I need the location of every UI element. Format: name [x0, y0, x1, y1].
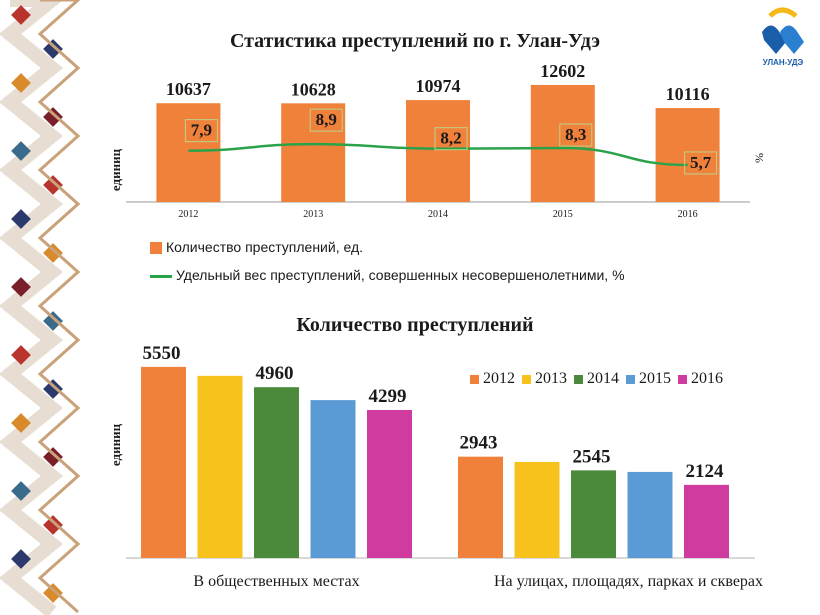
line-value-box	[559, 123, 593, 147]
chart-1-legend-bars: Количество преступлений, ед.	[150, 239, 363, 255]
bar-2012	[458, 456, 503, 558]
chart-2: единиц 5550 4960 4299 В общественных местах…	[108, 345, 763, 590]
bar-2013	[197, 375, 243, 558]
legend-swatch	[470, 374, 479, 384]
ornament-band	[0, 0, 64, 615]
chart-1-title: Статистика преступлений по г. Улан-Удэ	[229, 30, 601, 52]
legend-label-line: Удельный вес преступлений, совершенных н…	[176, 267, 625, 283]
bar-value-label: 10628	[291, 79, 336, 99]
chart-2-title: Количество преступлений	[296, 314, 534, 336]
bar-2012	[141, 366, 186, 558]
bar-value-label: 5550	[143, 345, 181, 364]
ornament-diamond	[11, 5, 31, 25]
x-tick-label: 2016	[678, 209, 698, 220]
bar-2016	[655, 108, 720, 202]
bar-2013	[514, 461, 560, 558]
x-tick-label: 2015	[553, 209, 573, 220]
bar-value-label: 2943	[460, 433, 498, 454]
ornament-diamond	[43, 447, 63, 467]
bar-value-label: 10974	[416, 76, 461, 96]
side-ornament	[0, 0, 80, 615]
bar-value-label: 10637	[166, 79, 211, 99]
legend-label: 2015	[639, 370, 671, 387]
ornament-diamond	[43, 379, 63, 399]
line-series	[188, 142, 688, 167]
chart-2-y-axis-label: единиц	[108, 423, 123, 466]
ornament-diamond	[43, 311, 63, 331]
x-category-label: В общественных местах	[193, 573, 359, 590]
legend-label: 2016	[691, 370, 723, 387]
ornament-diamond	[11, 277, 31, 297]
bar-2013	[281, 103, 346, 202]
legend-swatch	[574, 374, 583, 384]
bar-value-label: 2124	[686, 461, 725, 482]
legend-swatch-line	[150, 274, 172, 278]
bar-2015	[310, 400, 356, 558]
x-tick-label: 2013	[303, 209, 323, 220]
legend-swatch	[678, 374, 687, 384]
x-tick-label: 2014	[428, 209, 448, 220]
bar-2012	[156, 103, 221, 202]
ulan-ude-logo-icon	[762, 7, 804, 54]
bar-2016	[684, 484, 729, 558]
bar-value-label: 4299	[369, 386, 407, 407]
x-category-label: На улицах, площадях, парках и скверах	[494, 573, 763, 590]
bar-2015	[627, 471, 673, 558]
legend-item-2013: 2013	[522, 370, 567, 388]
legend-swatch	[626, 374, 635, 384]
bar-2014	[406, 100, 470, 202]
legend-swatch	[522, 374, 531, 384]
chart-1: единиц % 10637 2012 7,9 10628 2013 8,9 10974 20…	[108, 61, 766, 220]
line-value-label: 8,9	[316, 110, 337, 129]
bar-2015	[530, 84, 595, 202]
legend-item-2012: 2012	[470, 370, 515, 388]
x-tick-label: 2012	[178, 209, 198, 220]
line-value-label: 8,3	[565, 125, 586, 144]
legend-swatch-bars	[150, 242, 162, 255]
chart-1-legend-line: Удельный вес преступлений, совершенных н…	[150, 267, 625, 283]
chart-2-legend: 2012 2013 2014 2015 2016	[470, 370, 730, 388]
bar-value-label: 10116	[666, 84, 710, 104]
ornament-diamond	[43, 107, 63, 127]
legend-item-2014: 2014	[574, 370, 619, 388]
bar-2014	[571, 470, 616, 558]
bar-value-label: 4960	[256, 363, 294, 384]
bar-value-label: 12602	[540, 61, 585, 81]
line-value-box	[684, 151, 718, 175]
ornament-diamond	[11, 413, 31, 433]
ornament-line	[37, 0, 80, 614]
bar-2014	[254, 387, 299, 558]
legend-label: 2013	[535, 370, 567, 387]
ornament-diamond	[11, 73, 31, 93]
legend-label-bars: Количество преступлений, ед.	[166, 239, 364, 255]
line-value-box	[309, 108, 343, 132]
bar-2016	[367, 409, 412, 558]
line-value-label: 7,9	[191, 121, 212, 140]
line-value-label: 5,7	[690, 153, 712, 172]
legend-label: 2012	[483, 370, 515, 387]
line-value-box	[184, 119, 218, 143]
ornament-diamond	[11, 345, 31, 365]
chart-1-y2-axis-label: %	[752, 153, 766, 163]
legend-label: 2014	[587, 370, 619, 387]
bar-value-label: 2545	[573, 446, 611, 467]
line-value-label: 8,2	[440, 129, 461, 148]
legend-item-2016: 2016	[678, 370, 723, 388]
line-value-box	[434, 127, 468, 151]
legend-item-2015: 2015	[626, 370, 671, 388]
chart-1-y-axis-label: единиц	[108, 148, 123, 191]
logo-text: УЛАН-УДЭ	[762, 58, 804, 67]
ornament-diamond	[11, 481, 31, 501]
